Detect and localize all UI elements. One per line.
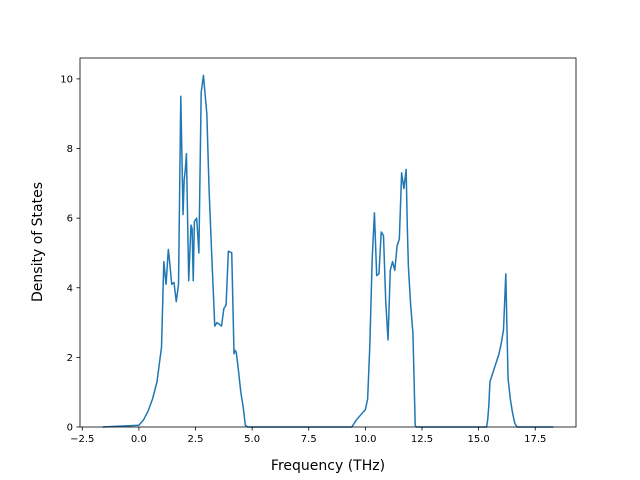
x-tick-label: 12.5 bbox=[411, 434, 433, 445]
x-tick-label: 10.0 bbox=[354, 434, 376, 445]
y-tick-label: 0 bbox=[67, 423, 73, 434]
y-tick-label: 4 bbox=[67, 283, 73, 294]
x-tick-label: 15.0 bbox=[467, 434, 489, 445]
dos-series-line bbox=[102, 74, 554, 428]
x-tick-label: −2.5 bbox=[70, 434, 94, 445]
x-tick-label: 2.5 bbox=[188, 434, 204, 445]
plot-area bbox=[79, 57, 577, 428]
y-tick-label: 2 bbox=[67, 353, 73, 364]
y-tick-label: 6 bbox=[67, 214, 73, 225]
y-tick-label: 8 bbox=[67, 144, 73, 155]
x-axis-label: Frequency (THz) bbox=[271, 458, 385, 474]
x-axis: −2.5 0.0 2.5 5.0 7.5 10.0 12.5 15.0 17.5 bbox=[70, 427, 546, 445]
x-tick-label: 17.5 bbox=[524, 434, 546, 445]
x-tick-label: 5.0 bbox=[244, 434, 260, 445]
plot-frame bbox=[79, 57, 577, 428]
y-axis: 0 2 4 6 8 10 bbox=[60, 74, 80, 434]
x-tick-label: 7.5 bbox=[301, 434, 317, 445]
y-axis-label: Density of States bbox=[30, 182, 46, 302]
y-tick-label: 10 bbox=[60, 74, 73, 85]
x-tick-label: 0.0 bbox=[131, 434, 147, 445]
